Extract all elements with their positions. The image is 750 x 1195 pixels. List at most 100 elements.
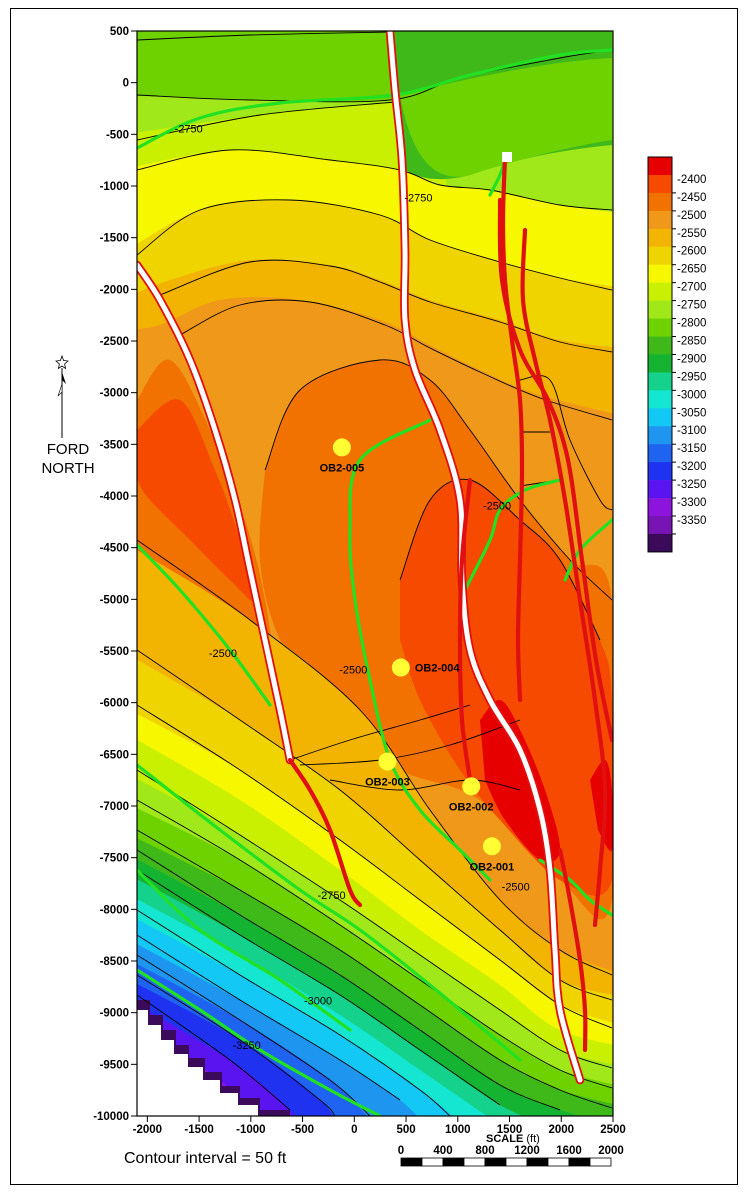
x-tick-label: 2000 bbox=[548, 1124, 574, 1136]
colorbar-label: -2400 bbox=[677, 174, 706, 186]
colorbar-swatch bbox=[648, 462, 672, 481]
colorbar-label: -2450 bbox=[677, 192, 706, 204]
scale-segment bbox=[484, 1157, 507, 1167]
colorbar-label: -3200 bbox=[677, 461, 706, 473]
colorbar-label: -2700 bbox=[677, 282, 706, 294]
highlight-contour bbox=[137, 968, 382, 1116]
x-tick-label: 0 bbox=[351, 1124, 357, 1136]
x-tick-label: 500 bbox=[396, 1124, 415, 1136]
y-tick-label: -6500 bbox=[100, 749, 129, 761]
highlight-contour bbox=[137, 868, 352, 1032]
contour-line bbox=[137, 799, 613, 1089]
well-label: OB2-004 bbox=[415, 663, 461, 675]
x-tick-label: -1500 bbox=[184, 1124, 213, 1136]
contour-interval-note: Contour interval = 50 ft bbox=[124, 1150, 287, 1167]
contour-line bbox=[137, 769, 613, 1069]
color-band bbox=[137, 399, 256, 602]
scale-title-text: SCALE bbox=[486, 1133, 524, 1145]
scale-segment bbox=[505, 1157, 528, 1167]
scale-label: 2000 bbox=[598, 1145, 624, 1157]
fault-trace bbox=[520, 227, 608, 928]
scale-segment bbox=[526, 1157, 549, 1167]
colorbar-label: -2850 bbox=[677, 335, 706, 347]
axes: 500 0 -500 -1000 -1500 -2000 -2500 -3000 -3500 -4… bbox=[93, 26, 626, 1136]
y-tick-label: 500 bbox=[110, 26, 129, 38]
x-tick-label: 2500 bbox=[600, 1124, 626, 1136]
colorbar-label: -2650 bbox=[677, 264, 706, 276]
scale-label: 400 bbox=[433, 1145, 452, 1157]
contour-line bbox=[137, 539, 613, 976]
x-tick-label: -1000 bbox=[236, 1124, 265, 1136]
plot-border bbox=[136, 30, 614, 1117]
colorbar-label: -3350 bbox=[677, 515, 706, 527]
highlight-contour bbox=[463, 478, 562, 592]
colorbar-label: -3300 bbox=[677, 497, 706, 509]
contour-line bbox=[137, 31, 391, 41]
contour-line bbox=[137, 994, 291, 1111]
y-tick-label: -4500 bbox=[100, 543, 129, 555]
fault-trace bbox=[457, 477, 473, 783]
y-tick-label: -3500 bbox=[100, 439, 129, 451]
colorbar-swatch bbox=[648, 444, 672, 463]
color-band bbox=[400, 479, 613, 896]
y-tick-label: -2000 bbox=[100, 284, 129, 296]
highlight-contour bbox=[137, 48, 613, 150]
colorbar-swatch bbox=[648, 533, 672, 553]
north-label-line1: FORD bbox=[46, 441, 90, 458]
well-marker-icon bbox=[391, 658, 410, 677]
contour-line bbox=[519, 375, 613, 511]
colorbar-swatch bbox=[648, 372, 672, 391]
contour-line bbox=[137, 909, 451, 1116]
contour-label: -2500 bbox=[483, 500, 511, 512]
well-marker-icon bbox=[332, 438, 351, 457]
color-band bbox=[590, 759, 613, 852]
colorbar-swatch bbox=[648, 426, 672, 445]
contour-label: -2500 bbox=[502, 882, 530, 894]
contour-line bbox=[137, 149, 613, 211]
well-label: OB2-002 bbox=[449, 801, 494, 813]
contour-line bbox=[137, 974, 336, 1116]
scale-segment bbox=[589, 1157, 612, 1167]
scale-segment bbox=[421, 1157, 444, 1167]
y-tick-label: -1000 bbox=[100, 181, 129, 193]
contour-line bbox=[299, 719, 521, 766]
well-marker-icon bbox=[462, 777, 481, 796]
scale-segment bbox=[442, 1157, 465, 1167]
contour-label: -3000 bbox=[304, 995, 332, 1007]
colorbar-swatch bbox=[648, 516, 672, 535]
y-tick-label: -10000 bbox=[93, 1111, 129, 1123]
y-tick-label: -5000 bbox=[100, 594, 129, 606]
contour-label: -2500 bbox=[209, 648, 237, 660]
colorbar-swatch bbox=[648, 318, 672, 337]
y-tick-label: -6000 bbox=[100, 698, 129, 710]
colorbar-swatch bbox=[648, 210, 672, 230]
y-tick-label: -9500 bbox=[100, 1059, 129, 1071]
y-tick-label: -1500 bbox=[100, 233, 129, 245]
contour-line bbox=[137, 934, 401, 1101]
well-marker-icon bbox=[378, 752, 397, 771]
highlight-contour bbox=[348, 418, 492, 882]
well-label: OB2-003 bbox=[365, 777, 410, 789]
colorbar-label: -2500 bbox=[677, 210, 706, 222]
y-tick-label: -9000 bbox=[100, 1008, 129, 1020]
y-tick-label: -7000 bbox=[100, 801, 129, 813]
contour-line bbox=[137, 869, 501, 1106]
fault-trace bbox=[557, 847, 588, 1053]
contour-line bbox=[137, 49, 613, 103]
colorbar-label: -2750 bbox=[677, 300, 706, 312]
contour-line bbox=[137, 649, 613, 1001]
fault-marker bbox=[502, 152, 512, 162]
contour-line bbox=[137, 829, 613, 1109]
colorbar-swatch bbox=[648, 408, 672, 427]
colorbar-swatch bbox=[648, 480, 672, 499]
fault-trace bbox=[497, 197, 613, 743]
colorbar-label: -3250 bbox=[677, 479, 706, 491]
color-band bbox=[395, 31, 612, 95]
contour-label: -2750 bbox=[317, 890, 345, 902]
y-tick-label: -8500 bbox=[100, 956, 129, 968]
north-arrow-label: FORD NORTH bbox=[28, 440, 108, 478]
fault-trace bbox=[287, 757, 363, 908]
colorbar-label: -3050 bbox=[677, 407, 706, 419]
colorbar-swatch bbox=[648, 300, 672, 319]
y-tick-label: -4000 bbox=[100, 491, 129, 503]
